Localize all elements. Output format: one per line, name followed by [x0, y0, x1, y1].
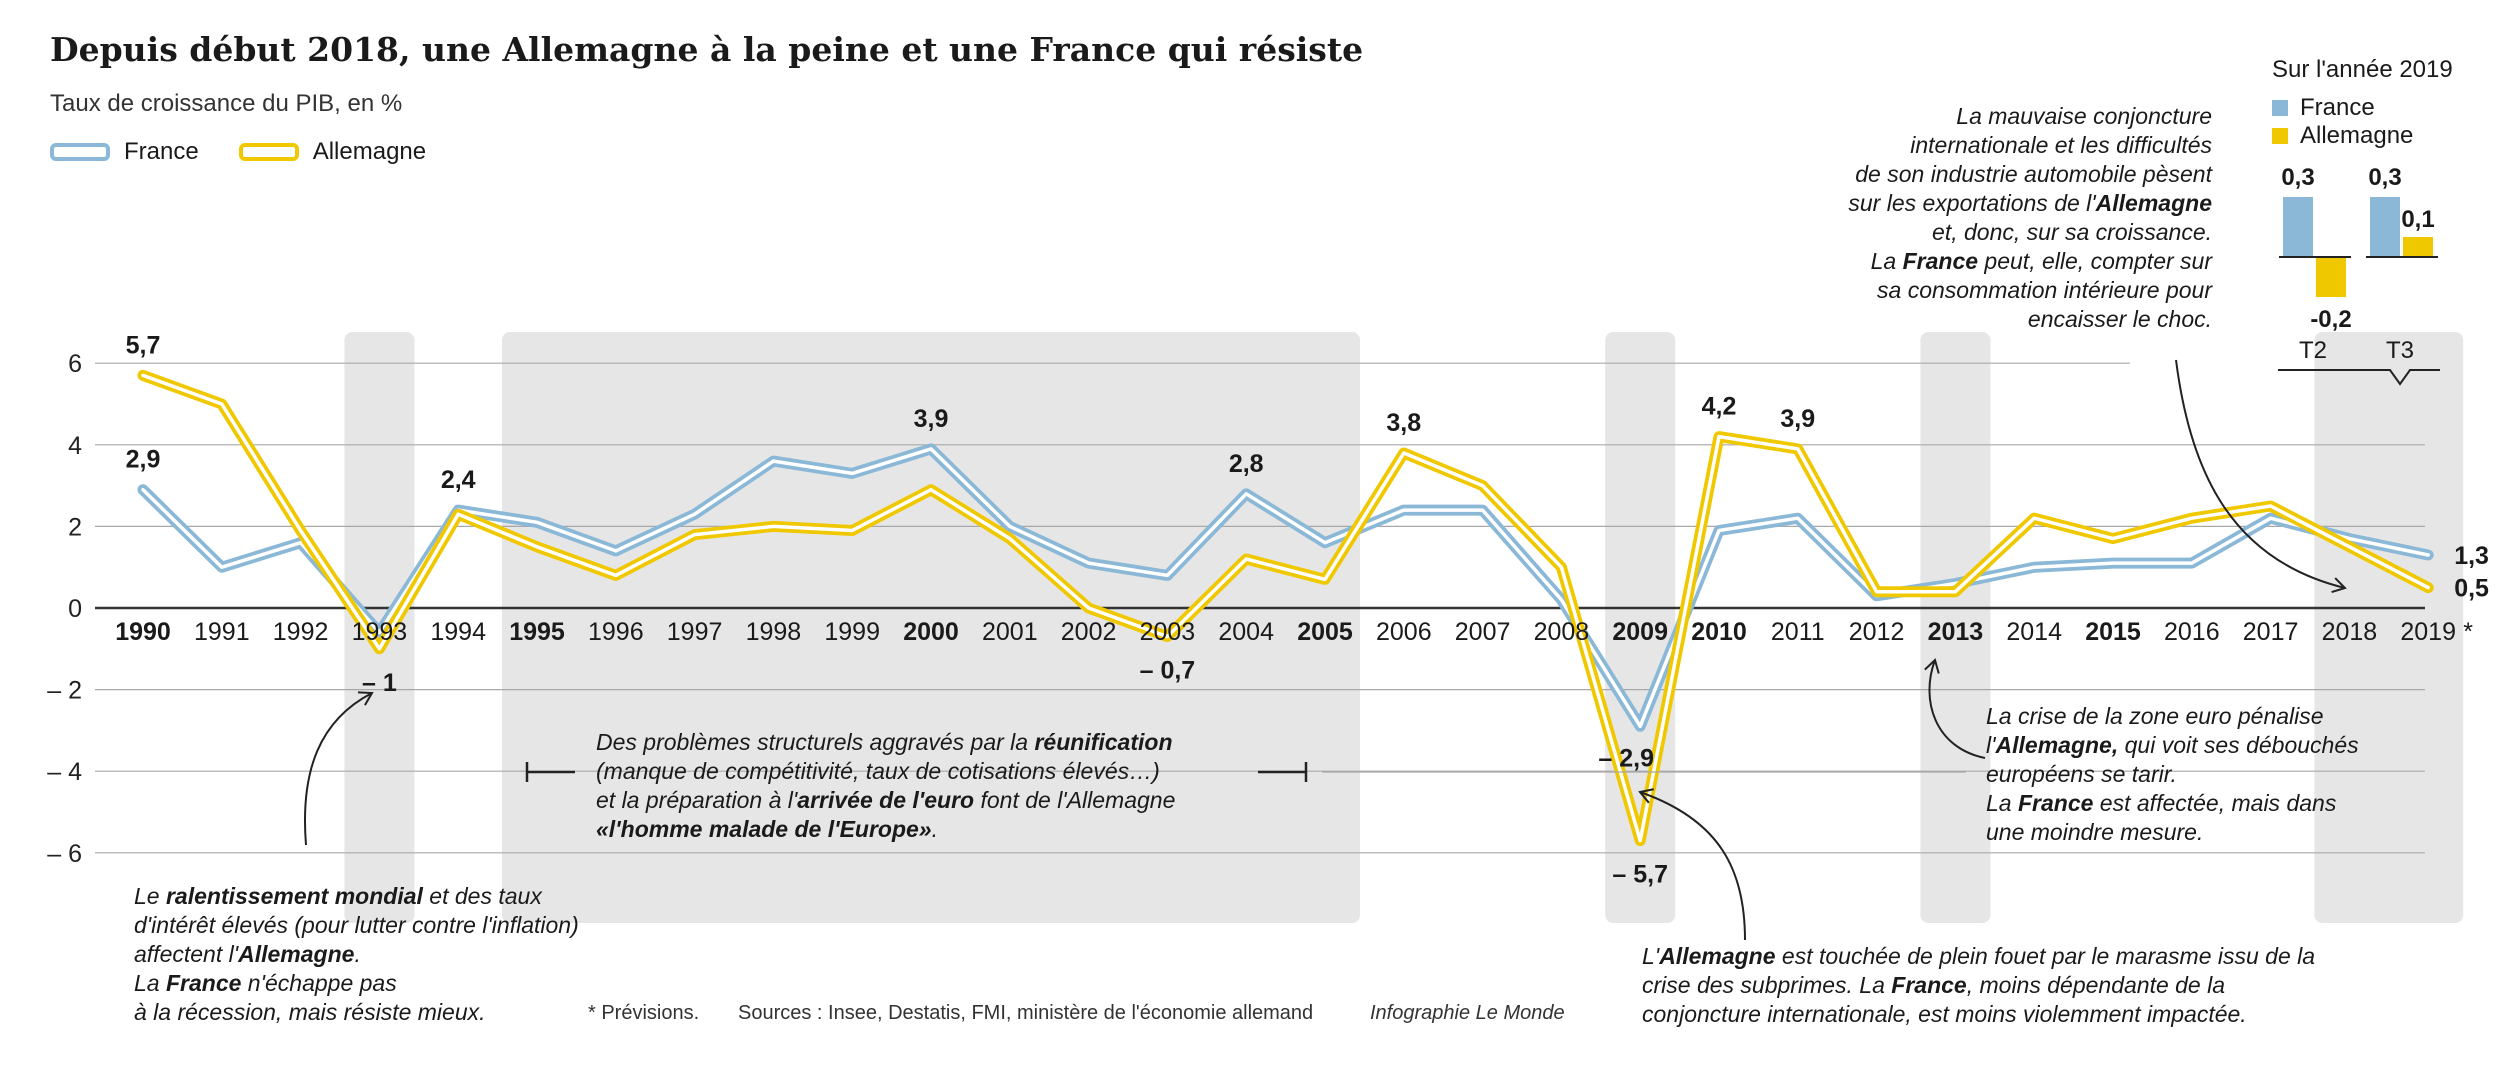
y-tick-label: 2 [68, 513, 82, 541]
chart-title: Depuis début 2018, une Allemagne à la pe… [50, 30, 1364, 69]
x-tick-label: 1991 [194, 618, 250, 646]
annotation-2019: La mauvaise conjoncture internationale et… [1848, 103, 2212, 332]
x-tick-label: 2016 [2164, 618, 2220, 646]
data-label: 3,9 [914, 405, 949, 433]
x-tick-label: 2006 [1376, 618, 1432, 646]
x-tick-label: 2007 [1455, 618, 1511, 646]
sources: Sources : Insee, Destatis, FMI, ministèr… [738, 1002, 1314, 1024]
shaded-period-1 [502, 332, 1360, 923]
shaded-period-3 [1920, 332, 1991, 923]
y-tick-label: 0 [68, 595, 82, 623]
x-tick-label: 2004 [1218, 618, 1274, 646]
x-tick-label: 2012 [1849, 618, 1905, 646]
x-tick-label: 1997 [667, 618, 723, 646]
data-label: – 5,7 [1612, 861, 1668, 889]
y-tick-label: 6 [68, 350, 82, 378]
inset-quarter-label: T3 [2386, 337, 2414, 364]
arrow-1993 [304, 692, 373, 846]
inset-label-allemagne: 0,1 [2401, 206, 2434, 233]
x-tick-label: 2018 [2322, 618, 2378, 646]
x-tick-label: 2002 [1061, 618, 1117, 646]
x-tick-label: 2005 [1297, 618, 1353, 646]
data-label: 3,9 [1780, 405, 1815, 433]
legend-label-allemagne: Allemagne [312, 138, 427, 165]
inset-bar-allemagne [2316, 257, 2346, 297]
inset-label-france: 0,3 [2281, 164, 2314, 191]
arrow-2013 [1928, 659, 1986, 759]
chart-legend: France Allemagne [50, 138, 466, 166]
y-tick-label: – 6 [47, 840, 82, 868]
inset-swatch-allemagne [2272, 128, 2288, 144]
arrowhead-2013 [1924, 658, 1940, 674]
x-tick-label: 2008 [1534, 618, 1590, 646]
x-tick-label: 2017 [2243, 618, 2299, 646]
chart-subtitle: Taux de croissance du PIB, en % [50, 90, 403, 117]
data-label: 5,7 [126, 331, 161, 359]
x-tick-label: 2010 [1691, 618, 1747, 646]
inset-legend-allemagne: Allemagne [2272, 122, 2413, 150]
x-tick-label: 2009 [1612, 618, 1668, 646]
arrow-2009 [1639, 791, 1746, 941]
x-tick-label: 1990 [115, 618, 171, 646]
x-tick-label: 2000 [903, 618, 959, 646]
annotation-1995-2005: Des problèmes structurels aggravés par l… [596, 729, 1176, 842]
x-tick-label: 1999 [824, 618, 880, 646]
data-label: 2,9 [126, 446, 161, 474]
x-tick-label: 1995 [509, 618, 565, 646]
annotation-2009: L'Allemagne est touchée de plein fouet p… [1642, 943, 2316, 1027]
arrowhead-2019 [2331, 577, 2347, 593]
data-label: – 0,7 [1140, 657, 1196, 685]
x-tick-label: 2013 [1928, 618, 1984, 646]
inset-bar-allemagne [2403, 237, 2433, 257]
inset-title: Sur l'année 2019 [2272, 56, 2453, 83]
inset-label-france: 0,3 [2368, 164, 2401, 191]
series-line-core-allemagne [141, 373, 2430, 843]
x-tick-label: 2001 [982, 618, 1038, 646]
inset-label-allemagne: -0,2 [2310, 306, 2351, 333]
footnote-previsions: * Prévisions. [588, 1002, 700, 1024]
inset-legend-france: France [2272, 94, 2375, 122]
arrowhead-1993 [357, 691, 374, 706]
credit: Infographie Le Monde [1370, 1002, 1565, 1024]
inset-swatch-france [2272, 100, 2288, 116]
annotation-2013: La crise de la zone euro pénalise l'Allem… [1986, 703, 2359, 845]
y-tick-label: – 4 [47, 758, 82, 786]
data-label: 4,2 [1702, 393, 1737, 421]
data-label: 3,8 [1386, 409, 1421, 437]
x-tick-label: 1996 [588, 618, 644, 646]
legend-label-france: France [124, 138, 199, 165]
data-label: 2,8 [1229, 450, 1264, 478]
x-tick-label: 1994 [430, 618, 486, 646]
inset-quarter-label: T2 [2299, 337, 2327, 364]
x-tick-label: 1998 [746, 618, 802, 646]
legend-swatch-allemagne [238, 143, 299, 161]
annotation-1993: Le ralentissement mondial et des taux d'… [134, 883, 579, 1025]
data-label: – 2,9 [1598, 744, 1654, 772]
inset-legend-label-allemagne: Allemagne [2300, 122, 2414, 149]
series-line-core-france [141, 447, 2430, 729]
shaded-period-4 [2314, 332, 2464, 923]
x-tick-label: 1992 [273, 618, 329, 646]
x-tick-label: 2011 [1771, 618, 1825, 646]
arrow-2019 [2175, 359, 2346, 589]
y-tick-label: – 2 [47, 677, 82, 705]
inset-bracket [2278, 369, 2440, 386]
data-label: 0,5 [2454, 575, 2489, 603]
x-tick-label: 2014 [2006, 618, 2062, 646]
data-label: 2,4 [441, 466, 476, 494]
legend-swatch-france [50, 143, 110, 161]
y-tick-label: 4 [68, 432, 82, 460]
x-tick-label: 2015 [2085, 618, 2141, 646]
x-tick-label: 1993 [352, 618, 408, 646]
data-label: 1,3 [2454, 542, 2489, 570]
x-tick-label: 2019 [2400, 618, 2456, 646]
forecast-mark: * [2463, 618, 2473, 646]
arrowhead-2009 [1638, 788, 1654, 804]
inset-bar-france [2370, 197, 2400, 257]
inset-bar-france [2283, 197, 2313, 257]
inset-legend-label-france: France [2300, 94, 2375, 121]
x-tick-label: 2003 [1140, 618, 1196, 646]
